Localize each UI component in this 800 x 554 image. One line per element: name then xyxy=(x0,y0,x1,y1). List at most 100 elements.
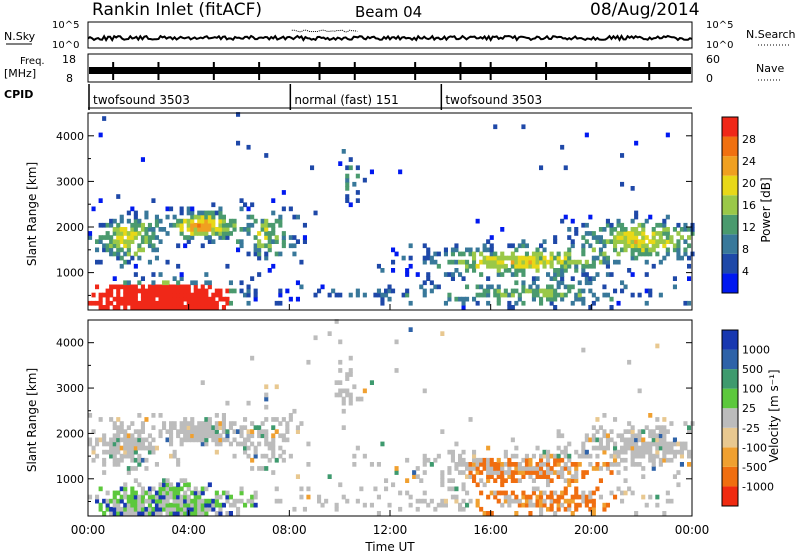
heatmap-cell xyxy=(588,453,593,459)
heatmap-cell xyxy=(454,466,459,471)
heatmap-cell xyxy=(486,300,491,306)
heatmap-cell xyxy=(567,235,572,240)
heatmap-cell xyxy=(176,433,181,439)
heatmap-cell xyxy=(123,259,128,265)
heatmap-cell xyxy=(243,202,248,208)
heatmap-cell xyxy=(137,511,142,516)
heatmap-cell xyxy=(662,417,667,422)
heatmap-cell xyxy=(570,511,575,516)
power-colorbar-label: Power [dB] xyxy=(759,177,773,242)
heatmap-cell xyxy=(468,470,473,475)
heatmap-cell xyxy=(105,490,110,496)
heatmap-cell xyxy=(154,288,159,294)
heatmap-cell xyxy=(165,429,170,434)
heatmap-cell xyxy=(591,263,596,269)
heatmap-cell xyxy=(102,449,107,455)
heatmap-cell xyxy=(623,284,628,290)
heatmap-cell xyxy=(348,400,353,406)
heatmap-cell xyxy=(658,292,663,298)
heatmap-cell xyxy=(112,231,117,236)
heatmap-cell xyxy=(176,243,181,249)
heatmap-cell xyxy=(200,243,205,249)
heatmap-cell xyxy=(310,165,315,171)
heatmap-cell xyxy=(560,280,565,286)
heatmap-cell xyxy=(609,305,614,310)
heatmap-cell xyxy=(162,227,167,232)
heatmap-cell xyxy=(662,449,667,455)
heatmap-cell xyxy=(102,437,107,443)
heatmap-cell xyxy=(341,149,346,154)
heatmap-cell xyxy=(630,255,635,261)
heatmap-cell xyxy=(137,453,142,459)
heatmap-cell xyxy=(112,276,117,281)
heatmap-cell xyxy=(644,243,649,249)
heatmap-cell xyxy=(380,296,385,302)
heatmap-cell xyxy=(176,222,181,228)
heatmap-cell xyxy=(246,284,251,290)
heatmap-cell xyxy=(211,210,216,216)
heatmap-cell xyxy=(528,502,533,508)
heatmap-cell xyxy=(588,280,593,286)
heatmap-cell xyxy=(112,511,117,516)
heatmap-cell xyxy=(228,494,233,500)
heatmap-cell xyxy=(514,498,519,504)
colorbar-swatch xyxy=(722,273,738,293)
heatmap-cell xyxy=(225,437,230,443)
heatmap-cell xyxy=(634,445,639,451)
heatmap-cell xyxy=(179,272,184,277)
heatmap-cell xyxy=(651,457,656,463)
heatmap-cell xyxy=(376,511,381,516)
heatmap-cell xyxy=(112,425,117,430)
heatmap-cell xyxy=(486,292,491,298)
heatmap-cell xyxy=(401,292,406,298)
heatmap-cell xyxy=(98,506,103,512)
heatmap-cell xyxy=(348,157,353,162)
heatmap-cell xyxy=(595,437,600,443)
heatmap-cell xyxy=(345,198,350,203)
heatmap-cell xyxy=(154,292,159,298)
heatmap-cell xyxy=(641,494,646,500)
heatmap-cell xyxy=(147,486,152,492)
heatmap-cell xyxy=(172,511,177,516)
heatmap-cell xyxy=(651,453,656,459)
heatmap-cell xyxy=(218,421,223,426)
heatmap-cell xyxy=(549,300,554,306)
heatmap-cell xyxy=(169,296,174,302)
heatmap-cell xyxy=(119,263,124,269)
heatmap-cell xyxy=(644,288,649,294)
heatmap-cell xyxy=(165,288,170,294)
heatmap-cell xyxy=(147,243,152,249)
heatmap-cell xyxy=(327,292,332,298)
heatmap-cell xyxy=(140,296,145,302)
heatmap-cell xyxy=(479,259,484,265)
heatmap-cell xyxy=(228,280,233,286)
heatmap-cell xyxy=(211,214,216,220)
heatmap-cell xyxy=(140,284,145,290)
heatmap-cell xyxy=(500,502,505,508)
heatmap-cell xyxy=(500,490,505,496)
heatmap-cell xyxy=(214,441,219,447)
heatmap-cell xyxy=(479,462,484,467)
heatmap-cell xyxy=(140,247,145,253)
heatmap-cell xyxy=(197,210,202,216)
heatmap-cell xyxy=(207,235,212,240)
heatmap-cell xyxy=(542,502,547,508)
heatmap-cell xyxy=(112,490,117,496)
heatmap-cell xyxy=(595,429,600,434)
heatmap-cell xyxy=(486,445,491,451)
heatmap-cell xyxy=(651,243,656,249)
heatmap-cell xyxy=(140,235,145,240)
heatmap-cell xyxy=(133,478,138,483)
heatmap-cell xyxy=(264,218,269,224)
heatmap-cell xyxy=(486,494,491,500)
heatmap-cell xyxy=(665,239,670,244)
heatmap-cell xyxy=(169,490,174,496)
heatmap-cell xyxy=(190,305,195,310)
heatmap-cell xyxy=(112,494,117,500)
heatmap-cell xyxy=(147,449,152,455)
heatmap-cell xyxy=(623,457,628,463)
heatmap-cell xyxy=(577,296,582,302)
heatmap-cell xyxy=(116,255,121,261)
heatmap-cell xyxy=(641,231,646,236)
